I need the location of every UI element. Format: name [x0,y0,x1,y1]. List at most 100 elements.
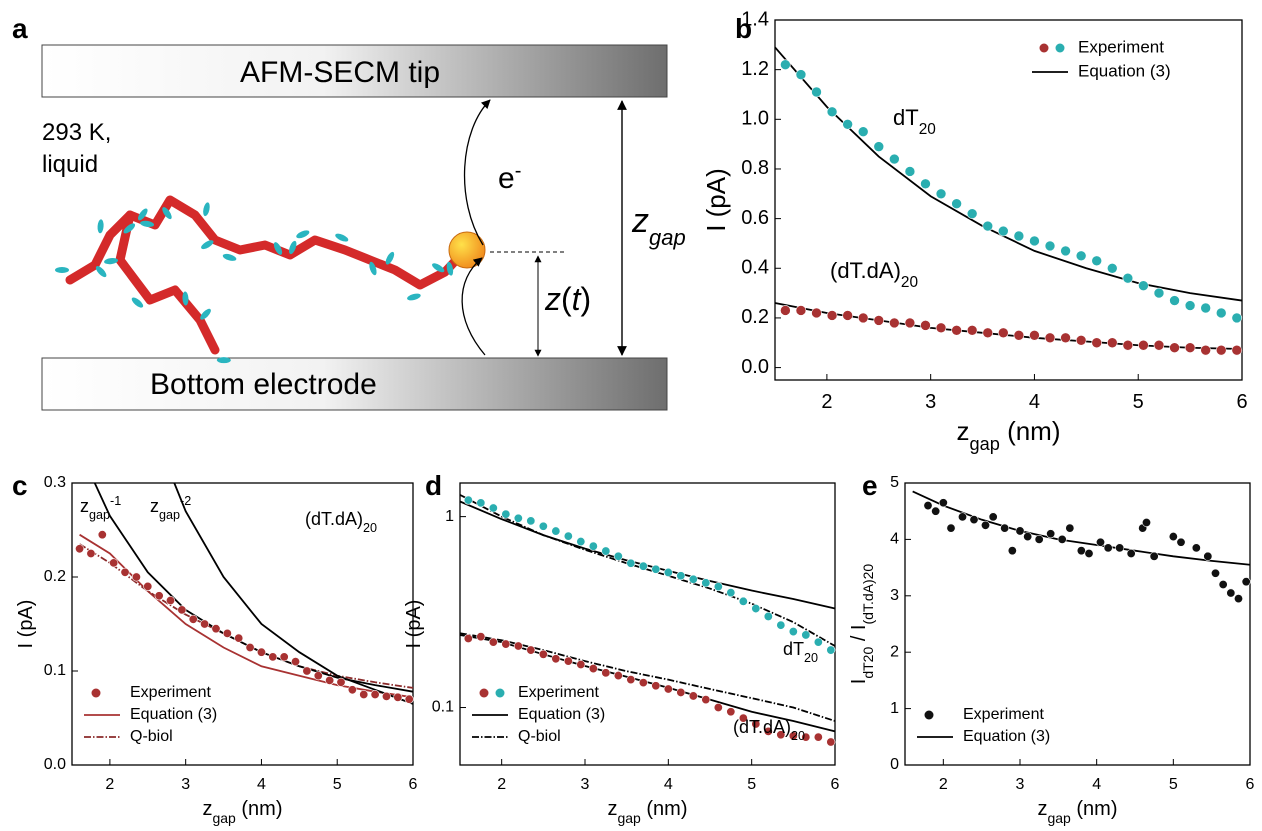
plot-frame [71,482,414,766]
data-point [393,692,403,702]
data-point [463,633,473,643]
data-point [601,546,611,556]
data-point [951,325,962,336]
data-point [1015,526,1025,536]
data-point [325,675,335,685]
tip-label: AFM-SECM tip [240,56,440,89]
annotation: zgap-1 [80,494,121,522]
text-part: (nm) [641,798,688,820]
text-part: t [572,281,582,317]
y-tick-label: 1 [890,700,899,717]
molecule-base [289,240,297,255]
text-part: I [848,679,870,685]
text-part: ( [561,281,572,317]
data-point [1103,543,1113,553]
data-point [359,689,369,699]
y-tick-label: 3 [890,587,899,604]
data-point [1153,339,1165,351]
text-part: / I [848,624,870,646]
text-part: dT [893,105,919,130]
y-tick-label: 4 [890,531,899,548]
data-point [86,548,96,558]
data-point [1013,330,1025,341]
data-point [347,685,357,695]
plot-frame [904,482,1251,766]
data-point [1007,546,1017,556]
data-point [776,620,786,630]
data-point [1169,342,1180,354]
text-part: I (pA) [403,600,425,649]
text-part: (dT.dA) [733,717,791,737]
annotation: (dT.dA)20 [733,717,805,743]
text-part: (dT.dA) [830,258,901,283]
data-point [120,567,130,577]
y-tick-label: 0.0 [44,756,66,773]
data-point [826,737,836,747]
data-point [980,520,990,530]
data-point [1115,543,1125,553]
text-part: gap [212,810,236,826]
y-tick-label: 5 [890,474,899,491]
text-part: gap [617,810,641,826]
height-label: z(t) [544,281,591,317]
data-point [279,652,289,662]
data-point [951,198,962,210]
data-point [1138,339,1149,351]
text-part: gap [1047,810,1071,826]
data-point [813,732,823,742]
data-point [551,526,561,536]
data-point [801,630,811,640]
data-point [857,126,869,138]
data-point [551,654,561,664]
data-point [370,689,380,699]
data-point [946,523,956,533]
legend-label: Q-biol [130,728,173,745]
legend-label: Experiment [518,684,599,701]
data-point [404,694,414,704]
data-point [177,605,187,615]
data-point [613,671,623,681]
data-point [969,515,979,525]
text-part: z [150,496,159,516]
y-tick-label: 2 [890,643,899,660]
data-point [788,731,798,741]
x-tick-label: 6 [1246,776,1255,793]
data-point [982,327,994,339]
data-point [813,637,823,647]
molecule-base [140,220,155,228]
text-part: 20 [363,521,377,535]
molecule-base [123,223,136,234]
data-point [966,325,978,336]
x-tick-label: 5 [333,776,342,793]
y-tick-label: 0.4 [741,257,769,279]
data-point [857,312,869,324]
legend-label: Equation (3) [1078,61,1171,80]
data-point [676,571,686,581]
legend-label: Experiment [130,684,211,701]
data-point [131,572,141,582]
data-point [1029,235,1040,247]
transfer-arrow [461,257,486,356]
x-tick-label: 3 [925,391,936,413]
data-point [1076,546,1086,556]
data-point [982,220,994,232]
x-tick-label: 2 [821,391,832,413]
chart: b 2 3 4 5 6 0.0 0.2 0.4 0.6 0.8 1.0 1.2 1.4 zgap (nm) I… [701,8,1248,454]
data-point [601,668,611,678]
molecule-base [182,291,189,306]
temperature-label: 293 K, [42,119,111,146]
data-point [795,69,807,80]
data-point [1142,517,1152,527]
data-point [463,495,473,505]
data-point [780,305,791,316]
data-point [795,305,807,316]
data-point [1096,537,1106,547]
molecule-base [335,233,349,242]
data-point [588,664,598,674]
phase-label: liquid [42,151,98,178]
text-part: 20 [919,121,936,138]
data-point [513,641,523,651]
data-point [1044,332,1056,344]
legend-marker [1039,43,1049,53]
